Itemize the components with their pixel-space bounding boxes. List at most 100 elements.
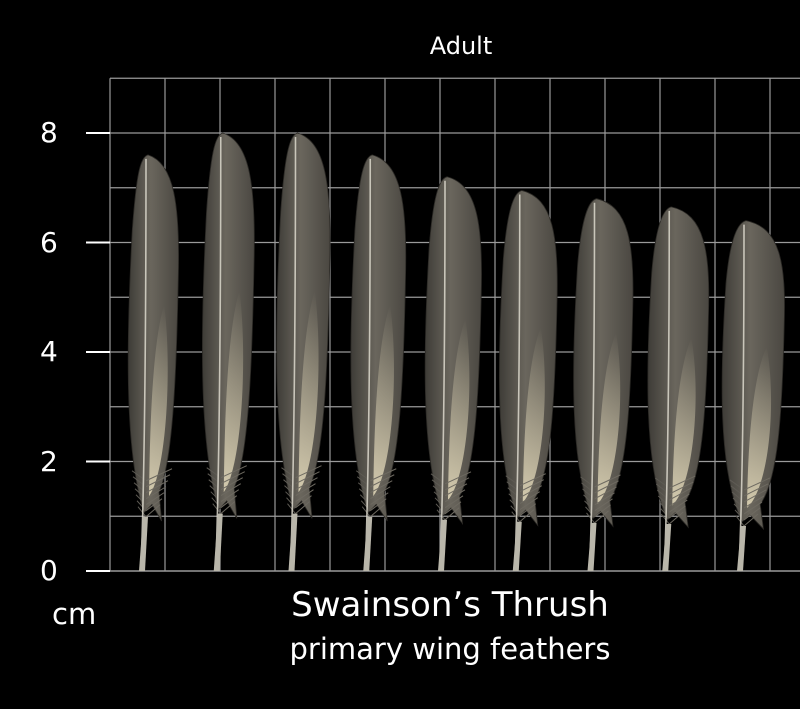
feather-primary-8 bbox=[647, 206, 710, 572]
downy-barb bbox=[732, 497, 745, 509]
downy-barb bbox=[668, 505, 686, 519]
feather-highlight bbox=[448, 318, 470, 501]
downy-barb bbox=[444, 507, 460, 521]
downy-barb bbox=[668, 499, 688, 513]
downy-barb bbox=[211, 497, 222, 509]
feather-quill bbox=[662, 524, 672, 571]
feather-highlight bbox=[373, 304, 394, 497]
downy-barb bbox=[444, 471, 472, 485]
downy-barb bbox=[145, 498, 163, 512]
feather-primary-1 bbox=[127, 154, 179, 572]
feather-vane bbox=[647, 206, 710, 529]
downy-barb bbox=[444, 477, 470, 491]
downy-barb bbox=[369, 492, 389, 506]
downy-barb bbox=[659, 507, 670, 519]
downy-barb bbox=[434, 497, 446, 509]
downy-barb bbox=[145, 468, 173, 482]
downy-barb bbox=[359, 494, 371, 506]
downy-barb bbox=[519, 479, 544, 493]
downy-barb bbox=[658, 501, 670, 513]
downy-barb bbox=[220, 489, 240, 503]
downy-barb bbox=[210, 491, 222, 503]
downy-barb bbox=[510, 505, 521, 517]
feather-highlight bbox=[522, 327, 545, 503]
downy-barb bbox=[145, 486, 167, 500]
downy-barb bbox=[435, 503, 446, 515]
y-tick-label-4: 4 bbox=[40, 335, 58, 368]
downy-barb bbox=[743, 513, 759, 527]
downy-barb bbox=[433, 491, 446, 503]
downy-barb bbox=[594, 474, 621, 488]
feather-vane bbox=[127, 154, 179, 522]
feather-quill bbox=[438, 519, 447, 571]
downy-barb bbox=[743, 483, 769, 497]
feather-quill bbox=[139, 516, 148, 571]
downy-barb bbox=[668, 511, 684, 525]
feather-primary-5 bbox=[424, 176, 482, 572]
feather-quill bbox=[587, 522, 597, 571]
downy-barb bbox=[584, 500, 595, 512]
downy-barb bbox=[295, 471, 320, 485]
downy-barb bbox=[285, 491, 296, 503]
downy-barb bbox=[743, 495, 765, 509]
y-axis-ticks bbox=[86, 132, 110, 572]
downy-barb bbox=[145, 474, 171, 488]
feather-vane bbox=[424, 176, 482, 526]
downy-barb bbox=[594, 480, 619, 494]
downy-barb bbox=[134, 488, 147, 500]
downy-barb bbox=[135, 494, 147, 506]
downy-barb bbox=[519, 473, 546, 487]
age-label: Adult bbox=[429, 32, 493, 60]
downy-barb bbox=[519, 503, 537, 517]
downy-barb bbox=[444, 495, 464, 509]
unit-label: cm bbox=[52, 597, 97, 631]
feather-primary-6 bbox=[498, 190, 558, 572]
downy-barb bbox=[594, 492, 615, 506]
downy-barb bbox=[358, 488, 371, 500]
y-tick-label-8: 8 bbox=[40, 116, 58, 149]
downy-barb bbox=[743, 507, 761, 521]
downy-barb bbox=[519, 497, 539, 511]
feather-quill bbox=[213, 513, 223, 571]
feather-vane bbox=[350, 154, 407, 522]
downy-barb bbox=[519, 491, 541, 505]
downy-barb bbox=[594, 486, 617, 500]
figure-title: Swainson’s Thrush bbox=[291, 585, 609, 625]
downy-barb bbox=[295, 495, 312, 509]
feather-quill bbox=[737, 525, 746, 571]
downy-barb bbox=[583, 494, 595, 506]
downy-barb bbox=[295, 501, 310, 515]
feather-primary-7 bbox=[573, 198, 634, 572]
downy-barb bbox=[509, 499, 521, 511]
downy-barb bbox=[360, 500, 371, 512]
downy-barb bbox=[295, 489, 314, 503]
feather-highlight bbox=[223, 290, 244, 493]
downy-barb bbox=[220, 465, 247, 479]
downy-barb bbox=[369, 504, 385, 518]
downy-barb bbox=[743, 489, 767, 503]
downy-barb bbox=[519, 485, 542, 499]
downy-barb bbox=[370, 468, 397, 482]
feather-primary-2 bbox=[202, 132, 255, 572]
downy-barb bbox=[286, 497, 296, 509]
y-tick-label-2: 2 bbox=[40, 445, 58, 478]
feather-vane bbox=[202, 132, 255, 519]
downy-barb bbox=[145, 504, 161, 518]
feather-quill bbox=[363, 516, 373, 571]
downy-barb bbox=[594, 504, 611, 518]
downy-barb bbox=[743, 501, 763, 515]
downy-barb bbox=[369, 498, 387, 512]
downy-barb bbox=[669, 487, 692, 501]
downy-barb bbox=[585, 506, 595, 518]
downy-barb bbox=[743, 477, 771, 491]
downy-barb bbox=[444, 501, 462, 515]
feather-vane bbox=[573, 198, 634, 528]
feather-primary-4 bbox=[350, 154, 407, 572]
feather-row bbox=[127, 132, 785, 572]
feather-highlight bbox=[672, 337, 696, 506]
downy-barb bbox=[669, 475, 696, 489]
downy-barb bbox=[295, 465, 322, 479]
downy-barb bbox=[220, 483, 242, 497]
downy-barb bbox=[508, 493, 521, 505]
